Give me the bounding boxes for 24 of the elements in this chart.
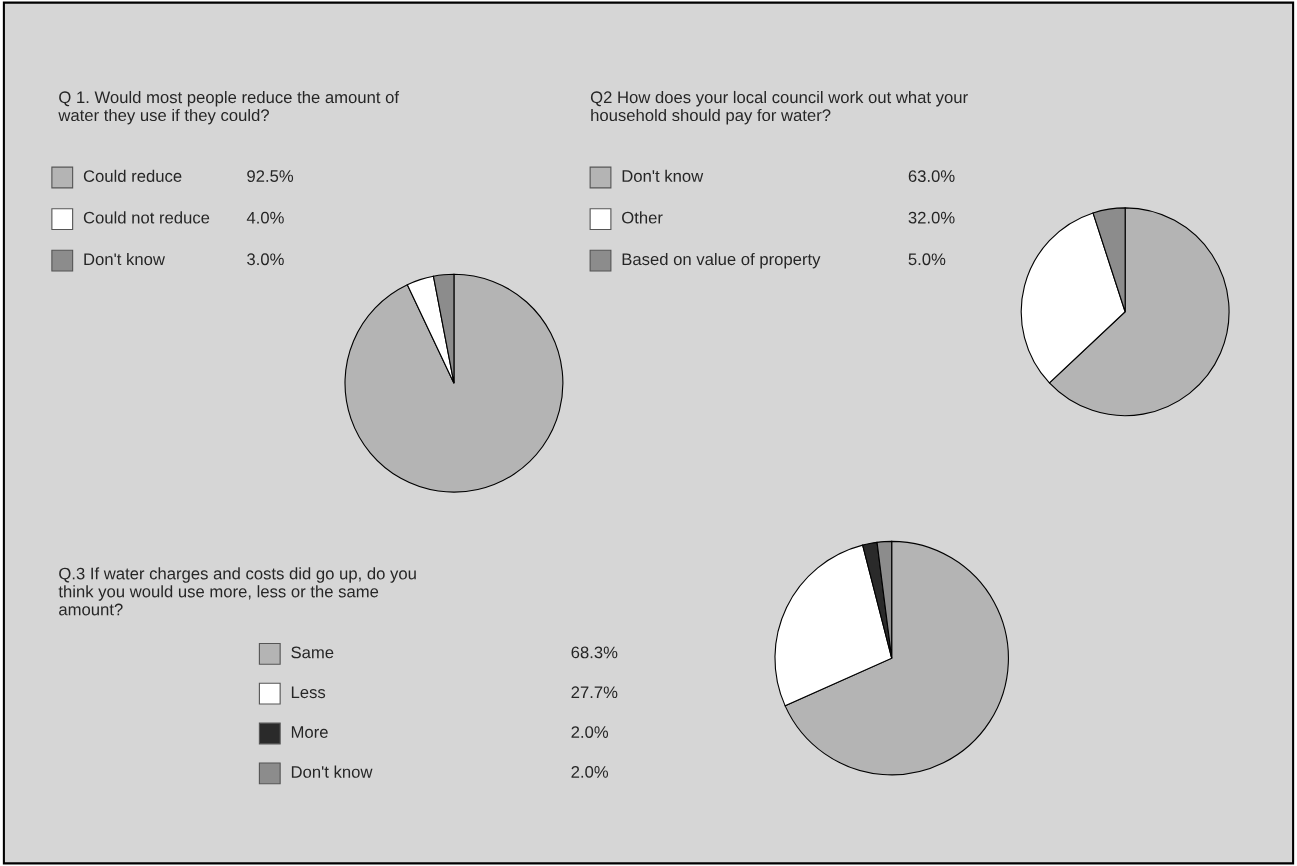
legend-label: Don't know (622, 169, 704, 182)
legend-label: Other (622, 211, 663, 224)
legend-label: More (291, 726, 328, 738)
legend-label: Less (291, 686, 326, 699)
legend-label: Based on value of property (622, 252, 821, 269)
legend-label: Don't know (84, 252, 165, 266)
chart-title: Q 1. Would most people reduce the amount of water they use if they could? (58, 90, 400, 125)
legend-label: Don't know (291, 765, 373, 778)
data-label: 92.5% (247, 170, 294, 182)
data-label: 2.0% (571, 766, 609, 778)
legend-label: Same (291, 646, 334, 659)
text: Q.3 If water charges and costs did go up, do you think you would use more, less or the same amount? (58, 567, 416, 616)
data-label: 63.0% (908, 170, 955, 182)
data-label: 3.0% (247, 253, 284, 266)
chart-title: Q2 How does your local council work out what your household should pay for water? (590, 90, 968, 125)
data-label: 68.3% (571, 646, 618, 659)
legend-label: Could reduce (83, 169, 182, 182)
pie-slice (344, 273, 564, 493)
data-label: 27.7% (571, 686, 618, 699)
data-label: 4.0% (246, 211, 284, 224)
data-label: 5.0% (908, 253, 946, 266)
legend-label: Could not reduce (83, 211, 210, 224)
data-label: 32.0% (908, 211, 955, 224)
data-label: 2.0% (571, 726, 609, 738)
